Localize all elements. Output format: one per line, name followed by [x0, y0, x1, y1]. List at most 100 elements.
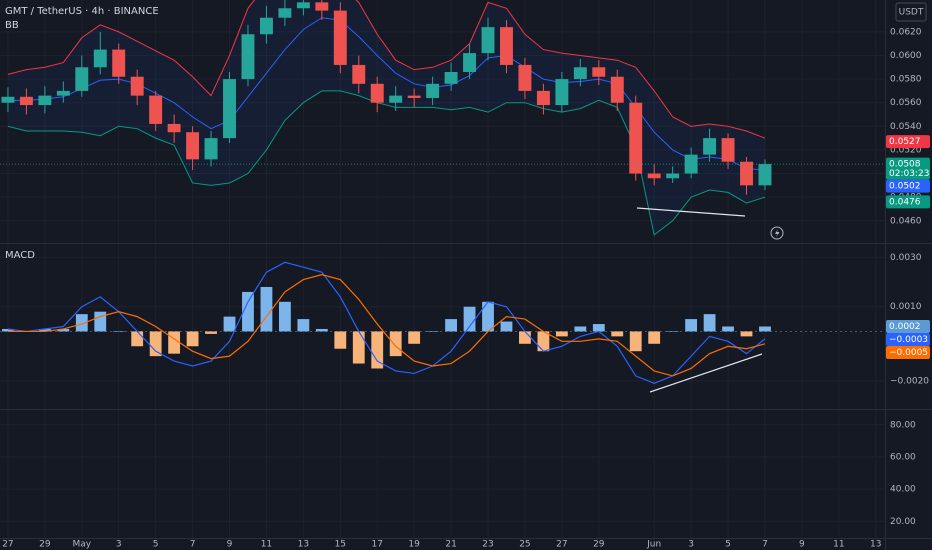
- candle-body: [130, 76, 144, 96]
- histogram-bar: [555, 331, 568, 337]
- trend-line: [649, 353, 763, 393]
- indicator-label: BB: [5, 20, 19, 31]
- candle-body: [149, 95, 163, 124]
- y-tick-label: 0.0620: [890, 27, 922, 37]
- x-tick-label: 9: [799, 540, 805, 550]
- candle-body: [19, 96, 33, 106]
- trend-line: [636, 207, 746, 217]
- y-tick-label: 0.0460: [890, 216, 922, 226]
- histogram-bar: [205, 331, 217, 334]
- candle-body: [389, 95, 403, 103]
- x-tick-label: 5: [725, 540, 731, 550]
- candle-body: [370, 83, 384, 103]
- x-tick-label: 19: [408, 540, 420, 550]
- histogram-bar: [149, 331, 162, 357]
- y-tick-label: 0.0580: [890, 75, 922, 85]
- unit-badge[interactable]: [895, 2, 927, 22]
- histogram-bar: [519, 331, 531, 344]
- histogram-bar: [278, 301, 291, 332]
- x-tick-label: 7: [762, 540, 768, 550]
- price-badge-label: 0.0527: [889, 137, 921, 147]
- histogram-bar: [2, 328, 14, 332]
- candle-body: [407, 95, 421, 98]
- x-tick-label: 11: [261, 540, 272, 550]
- candle-body: [703, 138, 717, 155]
- histogram-bar: [685, 319, 698, 332]
- histogram-bar: [482, 301, 494, 332]
- histogram-bar: [648, 331, 661, 344]
- candle-body: [93, 49, 107, 68]
- histogram-bar: [57, 328, 70, 332]
- candle-body: [352, 64, 366, 84]
- indicator-label: MACD: [5, 250, 35, 261]
- histogram-bar: [666, 331, 679, 332]
- candle-body: [647, 173, 661, 179]
- price-badge: [886, 333, 930, 346]
- histogram-bar: [592, 324, 605, 332]
- candle-body: [38, 95, 52, 106]
- histogram-bar: [168, 331, 181, 354]
- candle-body: [629, 102, 643, 174]
- x-tick-label: 29: [593, 540, 605, 550]
- candle-body: [518, 64, 532, 91]
- x-tick-label: 3: [688, 540, 694, 550]
- histogram-bar: [223, 316, 236, 332]
- chart-title: GMT / TetherUS · 4h · BINANCE: [5, 6, 159, 17]
- x-tick-label: 13: [870, 540, 881, 550]
- y-tick-label: 20.00: [890, 517, 916, 527]
- y-tick-label: 0.0520: [890, 145, 922, 155]
- histogram-bar: [740, 331, 753, 337]
- candle-body: [592, 67, 606, 77]
- candle-body: [426, 83, 440, 98]
- candle-body: [1, 96, 15, 103]
- histogram-bar: [260, 286, 273, 332]
- price-badge: [886, 135, 930, 149]
- price-pane: [0, 0, 885, 236]
- x-tick-label: May: [72, 540, 91, 550]
- x-tick-label: 15: [335, 540, 346, 550]
- candle-body: [481, 27, 495, 54]
- x-tick-label: 21: [445, 540, 456, 550]
- candle-body: [56, 90, 70, 96]
- price-badge-label: −0.0005: [889, 348, 928, 358]
- x-tick-label: Jun: [646, 540, 661, 550]
- histogram-bar: [722, 326, 734, 332]
- y-tick-label: 0.0600: [890, 51, 922, 61]
- candle-body: [444, 72, 458, 84]
- price-badge-label: 0.0002: [889, 322, 921, 332]
- candle-body: [573, 67, 587, 80]
- price-badge: [886, 179, 930, 193]
- y-tick-label: 0.0030: [890, 253, 922, 263]
- candle-body: [112, 49, 126, 77]
- band-fill: [7, 0, 765, 235]
- y-tick-label: 60.00: [890, 452, 916, 462]
- histogram-bar: [611, 331, 624, 337]
- histogram-bar: [112, 331, 125, 332]
- y-tick-label: 0.0560: [890, 98, 922, 108]
- histogram-bar: [574, 326, 587, 332]
- macd-line: [7, 261, 766, 384]
- candle-body: [223, 79, 236, 139]
- histogram-bar: [537, 331, 550, 352]
- histogram-bar: [500, 321, 513, 332]
- histogram-bar: [75, 314, 88, 332]
- macd-pane: [0, 261, 885, 384]
- x-tick-label: 11: [833, 540, 844, 550]
- macd-line: [7, 274, 766, 377]
- x-tick-label: 27: [2, 540, 13, 550]
- histogram-bar: [352, 331, 365, 364]
- x-tick-label: 13: [298, 540, 309, 550]
- price-badge-label: 0.0476: [889, 197, 921, 207]
- candle-body: [610, 76, 624, 103]
- alert-icon[interactable]: [770, 226, 784, 240]
- candle-body: [721, 138, 735, 162]
- candle-body: [204, 138, 218, 160]
- x-tick-label: 3: [116, 540, 122, 550]
- histogram-bar: [297, 319, 310, 332]
- candle-body: [75, 67, 89, 91]
- candle-body: [259, 17, 273, 35]
- y-tick-label: 0.0540: [890, 122, 922, 132]
- candle-body: [684, 154, 698, 174]
- histogram-bar: [759, 326, 771, 332]
